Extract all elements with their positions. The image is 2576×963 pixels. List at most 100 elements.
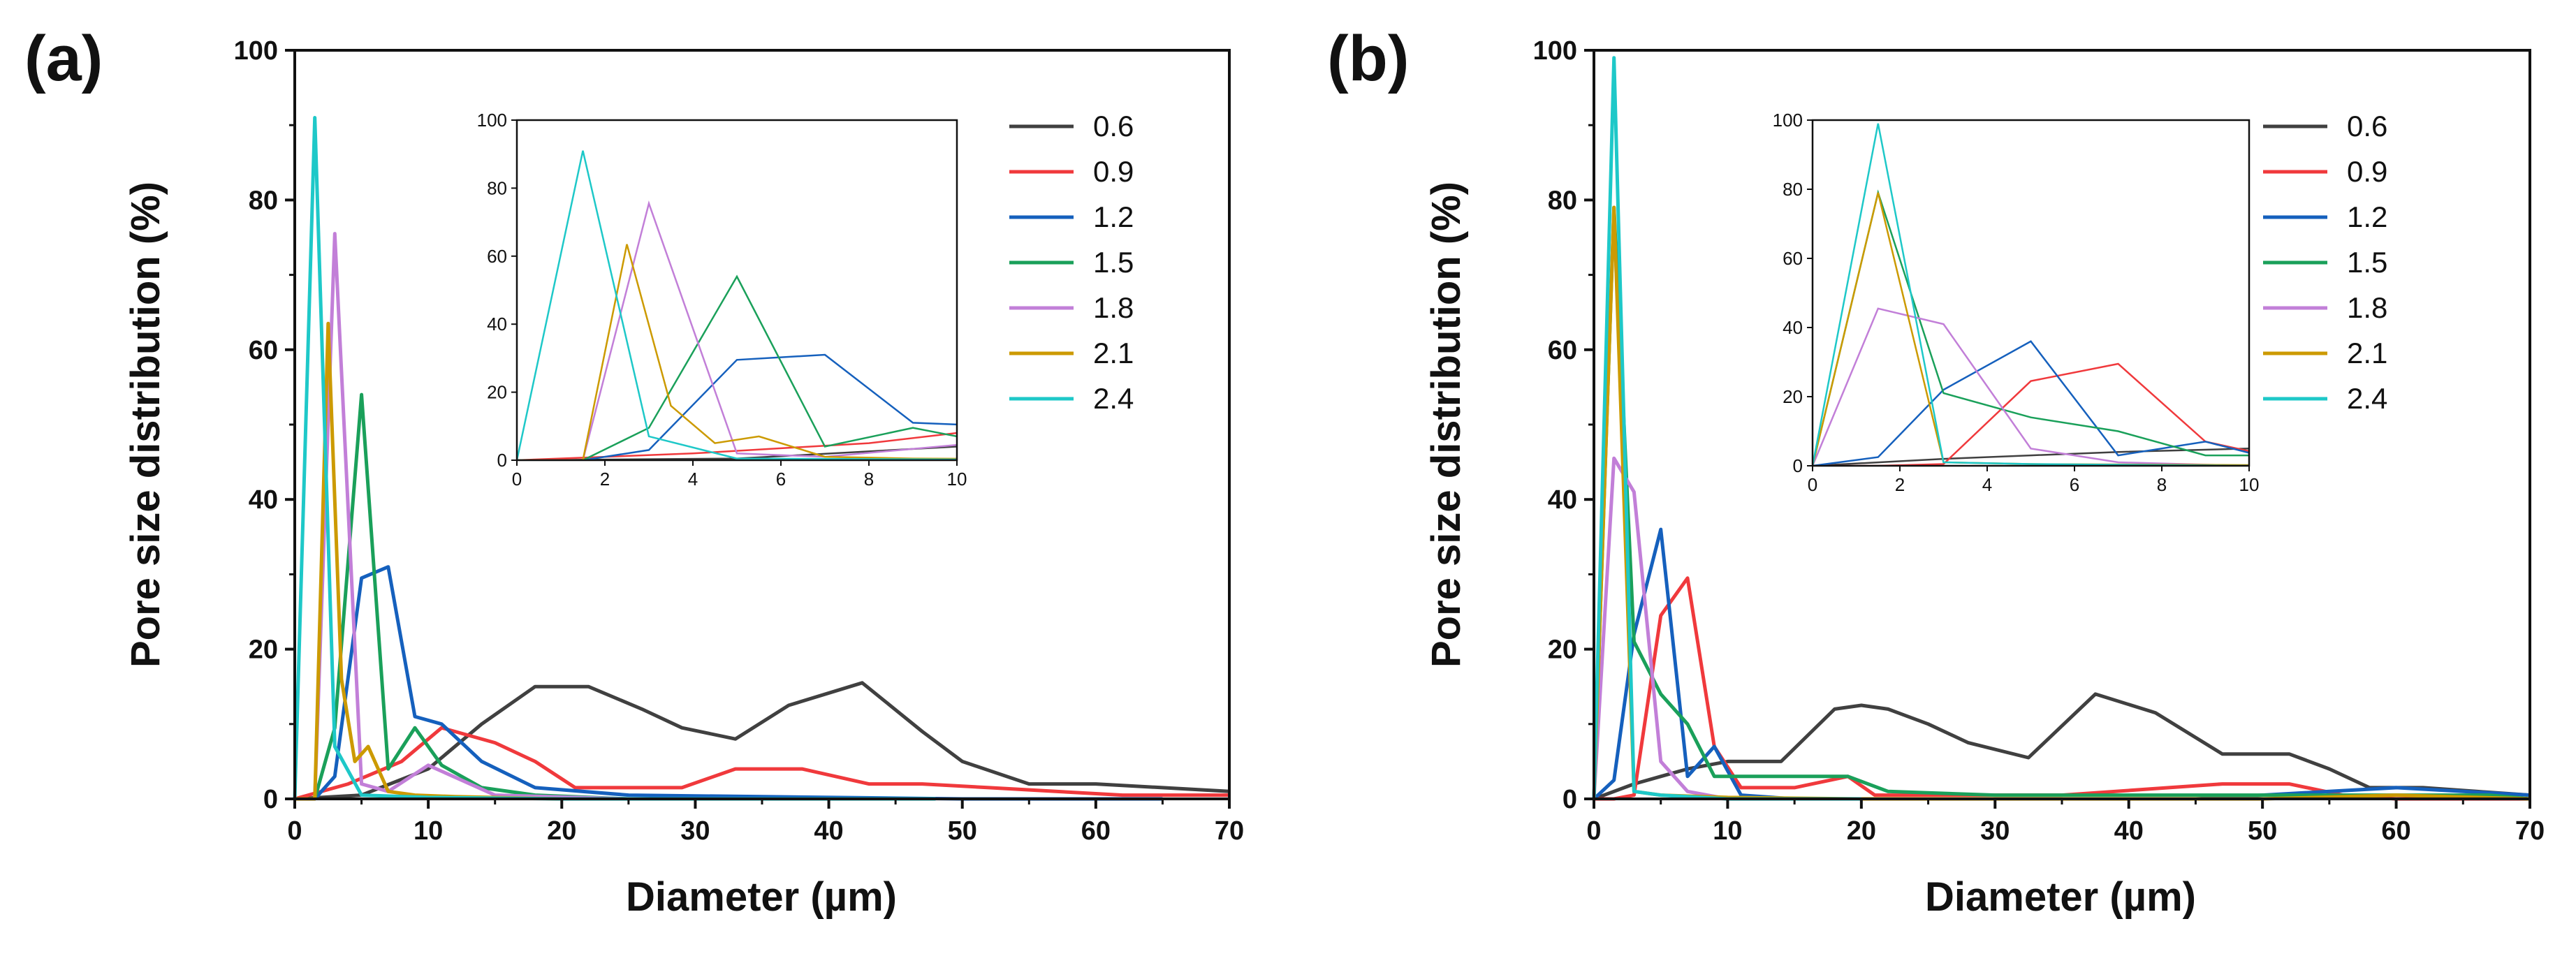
inset-x-tick-label: 6 <box>776 469 786 490</box>
x-tick-label: 40 <box>814 816 843 846</box>
inset-series-line-2.4 <box>517 150 957 460</box>
inset-x-tick-label: 8 <box>864 469 874 490</box>
inset-x-tick-label: 4 <box>1982 474 1992 495</box>
inset-y-tick-label: 20 <box>1783 386 1803 407</box>
x-axis-title: Diameter (µm) <box>1925 874 2196 920</box>
x-tick-label: 0 <box>1586 816 1601 846</box>
series-line-1.2 <box>295 565 1163 801</box>
inset-x-tick-label: 2 <box>600 469 610 490</box>
legend-label: 1.5 <box>2347 246 2387 279</box>
legend-label: 1.8 <box>2347 291 2387 324</box>
y-tick-label: 80 <box>249 186 278 215</box>
inset-series-line-2.1 <box>517 244 957 460</box>
series-line-1.5 <box>1592 205 2531 801</box>
inset-y-tick-label: 80 <box>487 177 507 198</box>
inset-y-tick-label: 100 <box>477 110 507 131</box>
inset-y-tick-label: 0 <box>1793 455 1803 476</box>
inset-series-line-2.4 <box>1813 123 2249 466</box>
inset-frame <box>515 119 958 462</box>
x-tick-label: 50 <box>2248 816 2277 846</box>
panel-label: (b) <box>1327 23 1409 94</box>
x-tick-label: 10 <box>414 816 443 846</box>
y-tick-label: 60 <box>1548 336 1577 365</box>
x-tick-label: 60 <box>2381 816 2410 846</box>
inset-y-tick-label: 40 <box>487 314 507 335</box>
inset-background <box>1813 120 2249 466</box>
inset-series-line-1.5 <box>517 274 957 460</box>
inset-series-line-1.5 <box>1813 189 2249 466</box>
inset-x-tick-label: 10 <box>947 469 967 490</box>
y-tick-label: 0 <box>263 785 278 814</box>
legend-label: 1.2 <box>1093 200 1134 233</box>
inset-y-tick-label: 40 <box>1783 317 1803 338</box>
inset-background <box>517 120 957 460</box>
inset-series-line-2.1 <box>1813 192 2249 466</box>
legend-label: 0.6 <box>2347 110 2387 142</box>
x-tick-label: 40 <box>2114 816 2144 846</box>
legend-label: 1.8 <box>1093 291 1134 324</box>
inset-x-tick-label: 2 <box>1895 474 1905 495</box>
inset-y-tick-label: 60 <box>487 246 507 267</box>
y-tick-label: 80 <box>1548 186 1577 215</box>
x-tick-label: 30 <box>1980 816 2010 846</box>
x-tick-label: 50 <box>948 816 977 846</box>
inset-x-tick-label: 0 <box>1808 474 1817 495</box>
series-line-1.2 <box>1593 527 2531 801</box>
inset-series-line-1.2 <box>1813 340 2249 466</box>
series-line-0.9 <box>294 726 1229 801</box>
y-tick-label: 100 <box>234 36 278 66</box>
x-tick-label: 70 <box>1215 816 1244 846</box>
inset-y-tick-label: 80 <box>1783 179 1803 200</box>
inset-frame <box>1811 119 2251 467</box>
y-tick-label: 20 <box>249 635 278 665</box>
x-tick-label: 30 <box>680 816 710 846</box>
inset-x-tick-label: 0 <box>512 469 522 490</box>
inset-series-line-1.2 <box>517 353 957 460</box>
inset-series-line-0.9 <box>1813 362 2249 466</box>
legend-label: 0.6 <box>1093 110 1134 142</box>
y-axis-title: Pore size distribution (%) <box>123 182 168 668</box>
y-tick-label: 60 <box>249 336 278 365</box>
legend-label: 2.1 <box>2347 337 2387 369</box>
legend-label: 1.2 <box>2347 200 2387 233</box>
legend: 0.6 0.9 1.2 1.5 1.8 2.1 2.4 <box>1009 110 1134 415</box>
y-tick-label: 0 <box>1563 785 1577 814</box>
legend-label: 1.5 <box>1093 246 1134 279</box>
inset-series-line-1.8 <box>517 200 957 460</box>
legend-label: 0.9 <box>2347 155 2387 188</box>
x-tick-label: 10 <box>1713 816 1742 846</box>
y-tick-label: 100 <box>1533 36 1577 66</box>
inset-x-tick-label: 8 <box>2157 474 2167 495</box>
y-tick-label: 40 <box>249 485 278 515</box>
inset-y-tick-label: 0 <box>497 450 507 471</box>
inset-series-line-0.6 <box>1813 448 2249 466</box>
legend: 0.6 0.9 1.2 1.5 1.8 2.1 2.4 <box>2263 110 2387 415</box>
inset-series-line-1.8 <box>1813 307 2249 466</box>
y-tick-label: 20 <box>1548 635 1577 665</box>
x-tick-label: 20 <box>1847 816 1876 846</box>
legend-label: 2.4 <box>1093 382 1134 415</box>
series-line-0.6 <box>294 681 1230 801</box>
series-line-0.9 <box>1594 576 2530 801</box>
y-tick-label: 40 <box>1548 485 1577 515</box>
inset-y-tick-label: 100 <box>1773 110 1803 131</box>
x-tick-label: 0 <box>287 816 302 846</box>
x-tick-label: 60 <box>1081 816 1111 846</box>
inset-x-tick-label: 10 <box>2239 474 2260 495</box>
inset-y-tick-label: 20 <box>487 382 507 403</box>
x-tick-label: 20 <box>547 816 576 846</box>
inset-y-tick-label: 60 <box>1783 248 1803 269</box>
legend-label: 0.9 <box>1093 155 1134 188</box>
legend-label: 2.1 <box>1093 337 1134 369</box>
inset-x-tick-label: 4 <box>688 469 698 490</box>
inset-x-tick-label: 6 <box>2070 474 2079 495</box>
y-axis-title: Pore size distribution (%) <box>1424 182 1469 668</box>
panel-label: (a) <box>24 23 103 94</box>
x-tick-label: 70 <box>2515 816 2545 846</box>
legend-label: 2.4 <box>2347 382 2387 415</box>
